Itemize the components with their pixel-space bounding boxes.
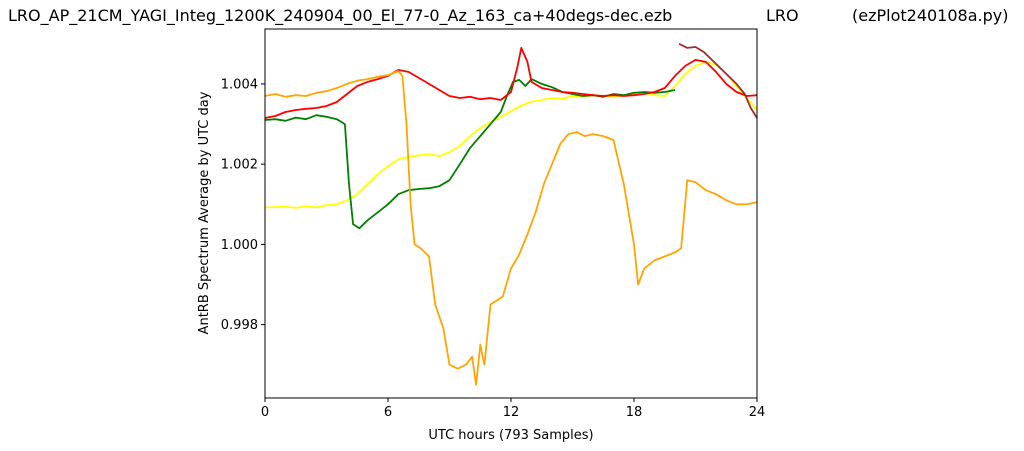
y-tick-label: 1.000 — [221, 238, 258, 253]
series-line-5 — [678, 42, 758, 119]
file-name-label: LRO_AP_21CM_YAGI_Integ_1200K_240904_00_E… — [8, 6, 673, 25]
x-tick-label: 12 — [503, 405, 520, 420]
y-tick-label: 1.002 — [221, 158, 258, 173]
y-tick-label: 0.998 — [221, 318, 258, 333]
x-tick-label: 6 — [384, 405, 392, 420]
script-name-label: (ezPlot240108a.py) — [852, 6, 1009, 25]
station-label: LRO — [766, 6, 799, 25]
x-tick-label: 18 — [626, 405, 643, 420]
y-tick-label: 1.004 — [221, 77, 258, 92]
y-axis-ticks: 0.998 1.000 1.002 1.004 — [221, 77, 265, 333]
series-layer — [264, 42, 758, 386]
y-axis-label: AntRB Spectrum Average by UTC day — [197, 91, 212, 334]
series-line-3 — [264, 47, 758, 119]
x-tick-label: 24 — [749, 405, 766, 420]
x-axis-ticks: 0 6 12 18 24 — [261, 398, 765, 420]
series-line-4 — [264, 70, 758, 386]
x-axis-label: UTC hours (793 Samples) — [428, 428, 593, 443]
x-tick-label: 0 — [261, 405, 269, 420]
series-line-1 — [264, 61, 758, 209]
